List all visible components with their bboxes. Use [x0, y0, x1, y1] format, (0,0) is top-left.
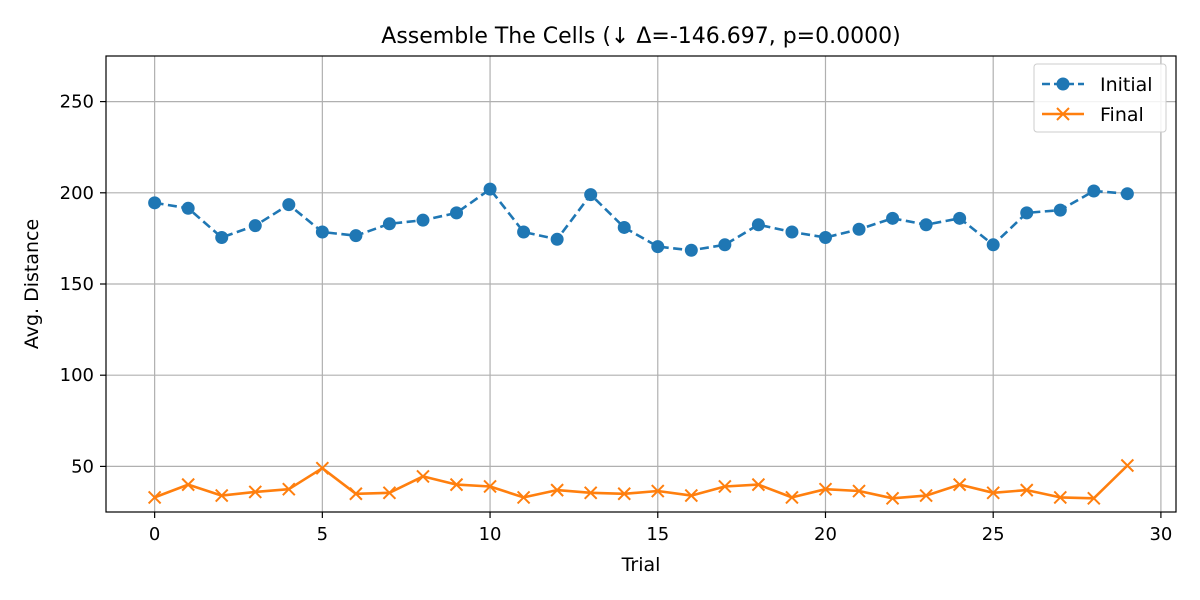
- series-line-final: [154, 464, 1129, 500]
- data-point-initial: [416, 213, 430, 227]
- data-point-initial: [684, 243, 698, 257]
- legend-final-label: Final: [1100, 104, 1144, 126]
- data-point-final: [416, 469, 430, 484]
- data-point-final: [315, 461, 330, 475]
- data-point-initial: [282, 198, 296, 212]
- data-point-initial: [718, 238, 732, 252]
- data-point-initial: [953, 211, 967, 225]
- data-point-final: [785, 490, 799, 505]
- x-tick-label: 20: [814, 524, 837, 545]
- data-point-initial: [818, 230, 832, 244]
- data-point-initial: [450, 206, 464, 220]
- data-point-final: [1020, 483, 1034, 497]
- data-point-initial: [349, 229, 363, 243]
- data-point-initial: [315, 225, 329, 239]
- data-point-final: [818, 482, 833, 496]
- data-point-initial: [617, 220, 631, 234]
- data-point-initial: [248, 219, 262, 233]
- legend: Initial Final: [1033, 63, 1167, 133]
- data-point-initial: [986, 238, 1000, 252]
- data-point-final: [684, 488, 699, 503]
- data-point-final: [1053, 490, 1067, 505]
- x-tick-label: 10: [479, 524, 502, 545]
- data-point-final: [919, 488, 933, 503]
- chart-title: Assemble The Cells (↓ Δ=-146.697, p=0.00…: [381, 24, 900, 49]
- y-tick-label: 250: [60, 92, 94, 113]
- x-tick-label: 5: [317, 524, 328, 545]
- data-point-final: [550, 483, 564, 497]
- data-point-final: [885, 491, 900, 506]
- y-tick-label: 100: [60, 365, 94, 386]
- data-point-final: [215, 488, 229, 503]
- data-point-initial: [1087, 184, 1101, 198]
- data-point-final: [852, 484, 866, 498]
- x-tick-label: 0: [149, 524, 160, 545]
- x-axis-label: Trial: [621, 554, 661, 576]
- data-point-initial: [651, 240, 665, 254]
- data-point-final: [181, 477, 195, 492]
- data-point-final: [248, 485, 262, 499]
- plot-area: [147, 182, 1135, 506]
- data-point-initial: [550, 232, 564, 246]
- legend-final-marker: [1056, 107, 1070, 121]
- data-point-initial: [382, 217, 396, 231]
- legend-initial-label: Initial: [1100, 74, 1153, 96]
- data-point-initial: [215, 230, 229, 244]
- data-point-final: [147, 490, 162, 505]
- gridlines: [106, 56, 1176, 512]
- data-point-initial: [517, 225, 531, 239]
- x-tick-label: 25: [982, 524, 1005, 545]
- data-point-final: [382, 486, 397, 500]
- x-tick-label: 30: [1149, 524, 1172, 545]
- data-point-final: [583, 486, 598, 500]
- data-point-final: [986, 486, 1000, 500]
- x-tick-label: 15: [646, 524, 669, 545]
- data-point-final: [718, 479, 732, 494]
- data-point-initial: [584, 188, 598, 202]
- data-point-final: [651, 484, 665, 498]
- data-point-final: [1120, 458, 1135, 473]
- data-point-final: [617, 487, 631, 501]
- data-point-initial: [181, 201, 195, 215]
- series-initial: [148, 182, 1134, 257]
- data-point-final: [1087, 491, 1101, 506]
- y-tick-label: 200: [60, 183, 94, 204]
- data-point-initial: [919, 218, 933, 232]
- data-point-initial: [1020, 206, 1034, 220]
- data-point-initial: [1120, 187, 1134, 201]
- y-axis-ticks: 50 100 150 200 250: [60, 92, 106, 477]
- data-point-final: [516, 490, 531, 505]
- data-point-final: [751, 477, 766, 492]
- y-tick-label: 50: [71, 456, 94, 477]
- data-point-initial: [785, 225, 799, 239]
- series-final: [147, 458, 1135, 506]
- data-point-initial: [886, 211, 900, 225]
- data-point-final: [952, 477, 967, 492]
- data-point-final: [282, 482, 296, 496]
- data-point-initial: [148, 196, 162, 210]
- data-point-initial: [483, 182, 497, 196]
- y-tick-label: 150: [60, 274, 94, 295]
- legend-initial-marker: [1056, 77, 1070, 91]
- data-point-final: [483, 479, 497, 494]
- data-point-initial: [852, 222, 866, 236]
- series-line-initial: [154, 187, 1128, 252]
- data-point-final: [449, 477, 464, 492]
- data-point-initial: [1053, 203, 1067, 217]
- data-point-initial: [751, 218, 765, 232]
- y-axis-label: Avg. Distance: [21, 219, 43, 349]
- x-axis-ticks: 0 5 10 15 20 25 30: [149, 512, 1172, 545]
- data-point-final: [349, 487, 363, 501]
